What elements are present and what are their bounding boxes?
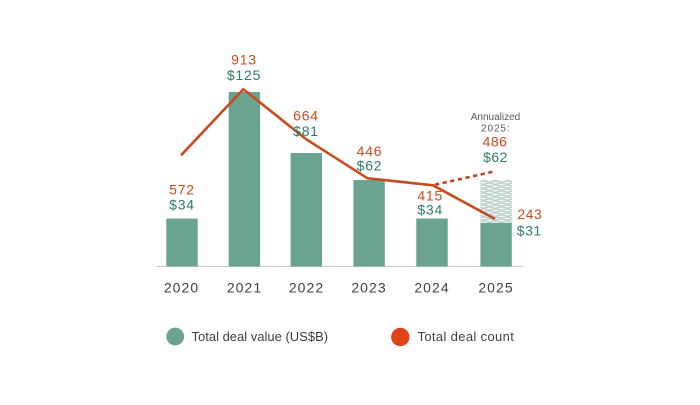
- svg-text:2022: 2022: [289, 279, 324, 295]
- svg-text:446: 446: [357, 143, 383, 159]
- svg-text:2020: 2020: [164, 279, 199, 295]
- svg-text:Annualized: Annualized: [471, 112, 520, 123]
- svg-text:486: 486: [483, 133, 508, 149]
- svg-text:415: 415: [417, 188, 443, 204]
- svg-text:2025:: 2025:: [481, 124, 511, 135]
- svg-text:243: 243: [517, 206, 542, 222]
- svg-text:2025: 2025: [478, 279, 513, 295]
- svg-text:$62: $62: [483, 149, 508, 165]
- svg-text:$31: $31: [517, 222, 542, 238]
- svg-text:572: 572: [169, 182, 195, 198]
- svg-text:$81: $81: [293, 123, 319, 139]
- svg-text:$125: $125: [227, 67, 261, 83]
- svg-text:2024: 2024: [414, 279, 449, 295]
- svg-text:$62: $62: [357, 157, 383, 173]
- svg-text:Total deal value (US$B): Total deal value (US$B): [192, 329, 329, 344]
- svg-text:2021: 2021: [227, 279, 262, 295]
- svg-text:$34: $34: [169, 197, 195, 213]
- svg-text:913: 913: [231, 52, 257, 68]
- svg-text:Total deal count: Total deal count: [418, 329, 515, 344]
- svg-text:2023: 2023: [351, 279, 386, 295]
- svg-text:664: 664: [293, 108, 319, 124]
- svg-text:$34: $34: [417, 202, 443, 218]
